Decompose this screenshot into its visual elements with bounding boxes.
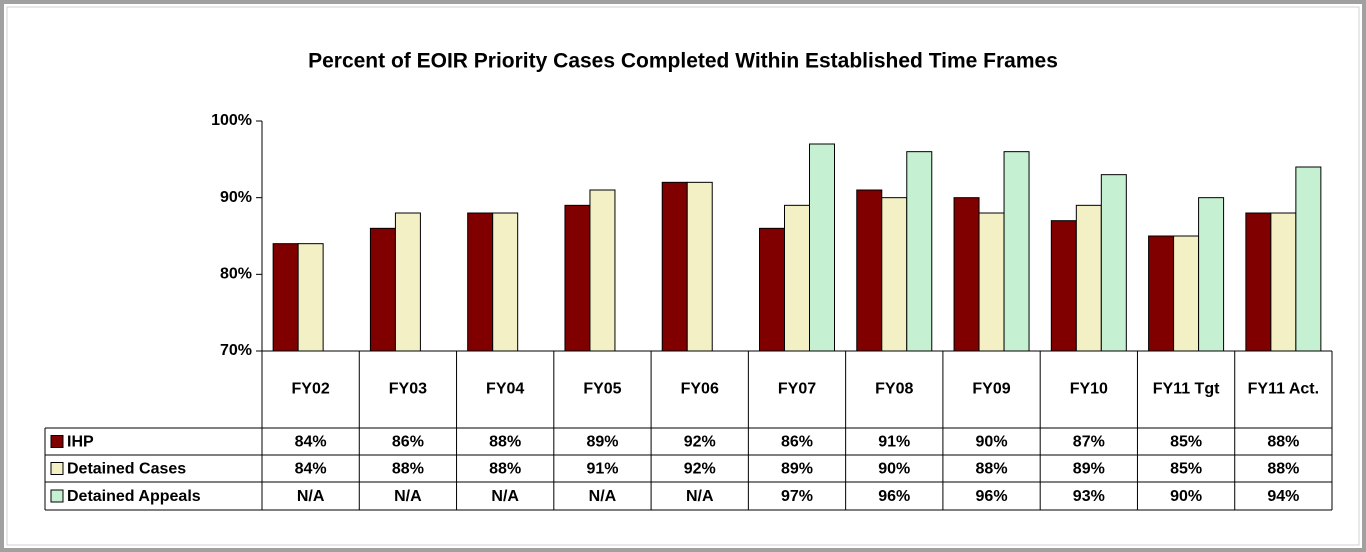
bar: [492, 212, 519, 352]
legend-label: Detained Cases: [67, 461, 186, 478]
table-value: 88%: [489, 461, 521, 478]
y-tick-label: 90%: [220, 189, 252, 206]
table-value: 85%: [1170, 461, 1202, 478]
y-tick-label: 100%: [211, 112, 252, 129]
table-value: 88%: [489, 434, 521, 451]
table-value: 96%: [878, 488, 910, 505]
table-value: 94%: [1267, 488, 1299, 505]
bar: [589, 189, 616, 352]
bar: [272, 243, 299, 352]
x-tick-label: FY11 Act.: [1248, 381, 1319, 398]
table-value: 89%: [781, 461, 813, 478]
bar: [467, 212, 494, 352]
bar: [1245, 212, 1272, 352]
y-tick-label: 80%: [220, 266, 252, 283]
bar: [1003, 151, 1030, 352]
table-value: 93%: [1073, 488, 1105, 505]
table-value: 91%: [878, 434, 910, 451]
chart-title: Percent of EOIR Priority Cases Completed…: [308, 50, 1058, 73]
table-value: 92%: [684, 434, 716, 451]
x-tick-label: FY04: [486, 381, 524, 398]
table-value: 87%: [1073, 434, 1105, 451]
bar: [856, 189, 883, 352]
bar: [394, 212, 421, 352]
bar: [686, 181, 713, 352]
bar: [759, 227, 785, 352]
bar: [881, 197, 908, 352]
bar: [1100, 174, 1127, 352]
legend-label: Detained Appeals: [67, 488, 201, 505]
table-value: 85%: [1170, 434, 1202, 451]
legend-label: IHP: [67, 434, 94, 451]
table-value: 88%: [1267, 434, 1299, 451]
table-value: N/A: [589, 488, 617, 505]
x-tick-label: FY06: [681, 381, 719, 398]
x-tick-label: FY11 Tgt: [1153, 381, 1220, 398]
table-value: N/A: [297, 488, 325, 505]
bar: [1270, 212, 1297, 352]
bar: [953, 197, 980, 352]
table-value: N/A: [491, 488, 519, 505]
table-value: 96%: [976, 488, 1008, 505]
table-value: 90%: [878, 461, 910, 478]
y-tick-label: 70%: [220, 342, 252, 359]
table-value: 89%: [1073, 461, 1105, 478]
x-tick-label: FY02: [292, 381, 330, 398]
x-tick-label: FY10: [1070, 381, 1108, 398]
x-tick-label: FY07: [778, 381, 816, 398]
bar: [297, 243, 324, 352]
bar: [661, 181, 688, 352]
table-value: 92%: [684, 461, 716, 478]
table-value: 91%: [586, 461, 618, 478]
inner-frame: [6, 6, 1360, 546]
table-value: N/A: [686, 488, 714, 505]
bar: [1050, 220, 1077, 352]
legend-key: [50, 462, 64, 475]
table-value: 90%: [976, 434, 1008, 451]
table-value: 90%: [1170, 488, 1202, 505]
legend-key: [50, 489, 64, 503]
table-value: 88%: [392, 461, 424, 478]
legend-key: [50, 435, 64, 448]
table-value: 84%: [295, 461, 327, 478]
bar: [784, 204, 810, 352]
bar: [1198, 197, 1225, 352]
table-value: 88%: [1267, 461, 1299, 478]
bar: [809, 143, 835, 352]
bar: [978, 212, 1005, 352]
x-tick-label: FY03: [389, 381, 427, 398]
bar: [1148, 235, 1175, 352]
x-tick-label: FY08: [875, 381, 913, 398]
x-tick-label: FY09: [972, 381, 1010, 398]
bar: [564, 204, 591, 352]
bar: [1295, 166, 1322, 352]
bar: [906, 151, 933, 352]
table-value: 88%: [976, 461, 1008, 478]
table-value: 86%: [781, 434, 813, 451]
table-value: N/A: [394, 488, 422, 505]
bar: [1173, 235, 1200, 352]
x-tick-label: FY05: [583, 381, 621, 398]
table-value: 84%: [295, 434, 327, 451]
table-value: 89%: [586, 434, 618, 451]
bar: [1075, 204, 1102, 352]
bar: [369, 227, 396, 352]
table-value: 97%: [781, 488, 813, 505]
table-value: 86%: [392, 434, 424, 451]
